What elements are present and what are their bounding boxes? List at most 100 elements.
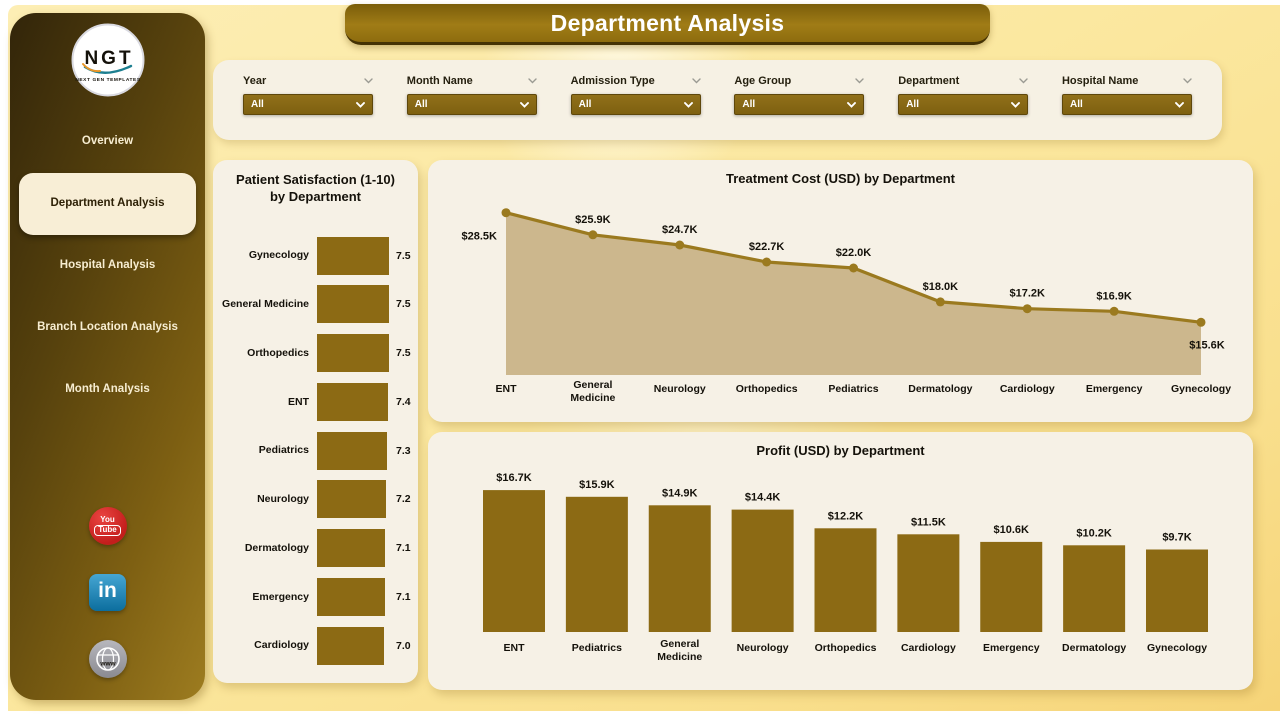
value-label: $12.2K [828, 510, 864, 522]
filter-collapse-button[interactable] [528, 78, 537, 84]
linkedin-icon[interactable]: in [89, 574, 126, 611]
bar-neurology[interactable] [731, 509, 794, 632]
axis-label: Gynecology [1171, 383, 1231, 395]
filter-age-group: Age Group All [734, 75, 865, 140]
value-label: $17.2K [1010, 288, 1046, 300]
bar-track [317, 236, 389, 275]
satisfaction-row-general-medicine: General Medicine 7.5 [221, 281, 414, 328]
bar[interactable] [317, 431, 388, 470]
filter-label: Age Group [734, 75, 792, 87]
filter-label: Month Name [406, 75, 473, 87]
filter-dropdown-year[interactable]: All [243, 94, 373, 115]
filter-dropdown-department[interactable]: All [898, 94, 1029, 115]
filter-hospital-name: Hospital Name All [1061, 75, 1192, 140]
data-point-emergency[interactable] [1109, 306, 1119, 316]
bar[interactable] [317, 285, 389, 324]
category-label: Pediatrics [258, 444, 309, 457]
value-label: 7.1 [396, 542, 411, 554]
chevron-down-icon [691, 78, 701, 84]
value-label: $15.9K [579, 479, 615, 491]
axis-label: Emergency [1086, 383, 1143, 395]
sidebar-item-hospital-analysis[interactable]: Hospital Analysis [59, 259, 156, 272]
data-point-pediatrics[interactable] [849, 263, 858, 273]
data-point-neurology[interactable] [675, 240, 685, 250]
filter-collapse-button[interactable] [691, 78, 701, 84]
value-label: $15.6K [1189, 339, 1225, 351]
chevron-down-icon [683, 101, 693, 108]
bar[interactable] [317, 382, 389, 421]
website-icon[interactable]: www [88, 640, 127, 678]
youtube-icon-text-bottom: Tube [94, 525, 121, 536]
filter-collapse-button[interactable] [1183, 78, 1192, 84]
value-label: 7.5 [396, 249, 411, 262]
sidebar-item-branch-location-analysis[interactable]: Branch Location Analysis [37, 321, 178, 334]
chevron-down-icon [356, 101, 365, 108]
bar-orthopedics[interactable] [814, 528, 877, 632]
profit-chart-title: Profit (USD) by Department [756, 443, 925, 458]
bar-cardiology[interactable] [897, 534, 960, 632]
sidebar-item-overview[interactable]: Overview [81, 135, 134, 148]
treatment-cost-area-chart: $28.5K ENT $25.9K General Medicine $24.7K Neur… [462, 208, 1231, 404]
bar[interactable] [317, 529, 386, 567]
data-point-dermatology[interactable] [935, 297, 945, 307]
filter-dropdown-month-name[interactable]: All [406, 94, 537, 115]
axis-label: General Medicine [570, 379, 615, 404]
satisfaction-row-orthopedics: Orthopedics 7.5 [221, 330, 414, 377]
bar-dermatology[interactable] [1063, 545, 1126, 632]
data-point-orthopedics[interactable] [762, 257, 772, 267]
filter-dropdown-admission-type[interactable]: All [570, 94, 701, 115]
filter-admission-type: Admission Type All [570, 75, 701, 140]
bar[interactable] [317, 334, 389, 372]
chevron-down-icon [847, 101, 857, 108]
filter-label: Department [898, 75, 960, 87]
bar-track [317, 626, 389, 665]
filter-collapse-button[interactable] [855, 78, 865, 84]
filter-dropdown-age-group[interactable]: All [734, 94, 865, 115]
category-label: Neurology [257, 493, 309, 506]
filter-header-age-group: Age Group [734, 75, 865, 87]
filter-dropdown-hospital-name[interactable]: All [1061, 94, 1192, 115]
bar-track [317, 529, 389, 567]
bar-track [317, 577, 389, 616]
data-point-ent[interactable] [501, 208, 511, 218]
bar[interactable] [317, 480, 387, 519]
category-label: Cardiology [254, 639, 309, 652]
axis-label: Neurology [737, 642, 789, 654]
chevron-down-icon [519, 101, 529, 108]
chevron-down-icon [528, 78, 537, 84]
axis-label: Emergency [983, 642, 1040, 654]
filter-header-hospital-name: Hospital Name [1062, 75, 1192, 87]
value-label: $28.5K [462, 231, 498, 243]
value-label: $10.2K [1076, 527, 1112, 539]
bar-emergency[interactable] [980, 541, 1043, 632]
treatment-cost-chart-card: Treatment Cost (USD) by Department $28.5… [428, 160, 1253, 422]
bar[interactable] [317, 236, 389, 275]
data-point-general-medicine[interactable] [588, 230, 598, 240]
sidebar: NGT NEXT GEN TEMPLATES Overview Departmen… [10, 13, 205, 700]
value-label: $22.0K [836, 247, 872, 259]
bar[interactable] [317, 626, 385, 665]
bar-ent[interactable] [483, 490, 545, 632]
filter-collapse-button[interactable] [364, 78, 373, 84]
sidebar-item-department-analysis[interactable]: Department Analysis [19, 173, 196, 235]
bar-pediatrics[interactable] [565, 496, 628, 632]
value-label: $25.9K [575, 214, 611, 226]
axis-label: Pediatrics [828, 383, 878, 395]
satisfaction-chart-title: Patient Satisfaction (1-10) by Departmen… [236, 172, 395, 204]
bar-track [317, 334, 389, 372]
bar-track [317, 382, 389, 421]
bar[interactable] [317, 577, 386, 616]
filter-collapse-button[interactable] [1019, 78, 1028, 84]
value-label: $16.9K [1096, 290, 1132, 302]
bar-track [317, 431, 389, 470]
youtube-icon[interactable]: You Tube [88, 507, 127, 545]
data-point-gynecology[interactable] [1196, 317, 1206, 327]
bar-general-medicine[interactable] [648, 505, 711, 632]
filter-header-department: Department [898, 75, 1028, 87]
sidebar-item-month-analysis[interactable]: Month Analysis [65, 383, 150, 396]
satisfaction-row-pediatrics: Pediatrics 7.3 [221, 427, 414, 474]
data-point-cardiology[interactable] [1022, 304, 1032, 314]
axis-label: ENT [496, 383, 518, 395]
bar-gynecology[interactable] [1146, 549, 1208, 633]
value-label: $24.7K [662, 224, 698, 236]
